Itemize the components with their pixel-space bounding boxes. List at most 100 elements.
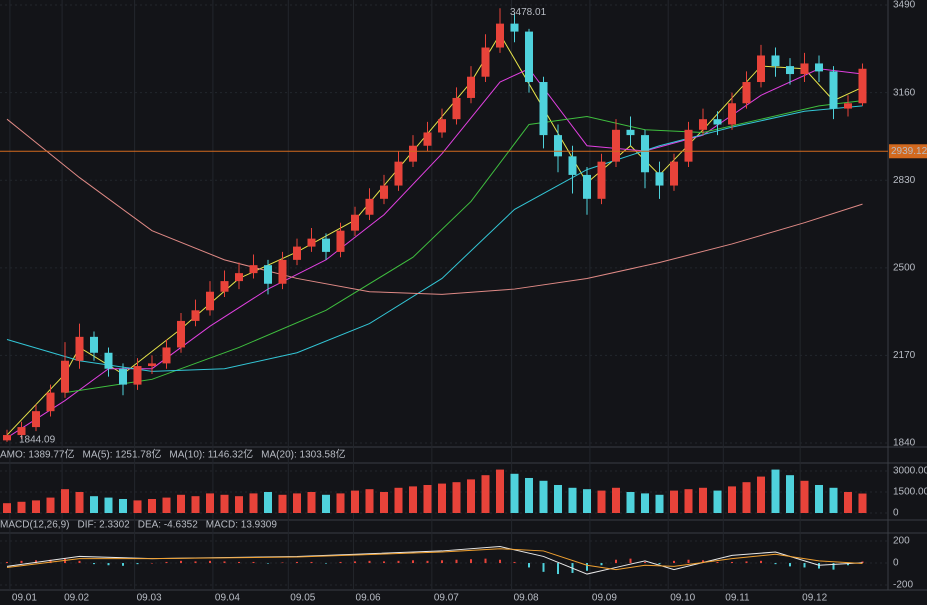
bar <box>470 559 472 564</box>
x-tick-label: 09.12 <box>802 593 827 604</box>
x-tick-label: 09.04 <box>215 593 240 604</box>
bar <box>818 563 820 569</box>
y-tick-label: 3000.00亿 <box>893 464 927 477</box>
bar <box>670 490 678 513</box>
bar <box>365 489 374 513</box>
candle-body <box>597 161 606 199</box>
candle-body <box>206 291 214 311</box>
bar <box>626 491 635 513</box>
bar <box>165 561 168 564</box>
bar <box>641 493 649 513</box>
bar <box>35 560 37 564</box>
candle-body <box>786 66 794 75</box>
candle-body <box>177 320 185 348</box>
bar <box>104 497 113 513</box>
candle-body <box>438 119 446 133</box>
bar <box>847 563 849 566</box>
y-tick-label: 200 <box>893 536 910 547</box>
bar <box>684 489 693 513</box>
bar <box>528 563 530 568</box>
legend-entry: AMO: 1389.77亿 <box>0 448 74 461</box>
bar <box>629 558 632 564</box>
bar <box>757 476 765 513</box>
candle-body <box>525 31 533 83</box>
bar <box>858 493 867 513</box>
bar <box>658 563 661 565</box>
bar <box>46 497 55 513</box>
bar <box>484 558 487 564</box>
bar <box>322 494 330 513</box>
bar <box>742 482 751 513</box>
bar <box>426 560 429 564</box>
candle-body <box>626 129 635 136</box>
bar <box>354 561 356 564</box>
y-tick-label: 0 <box>893 508 899 519</box>
candle-body <box>336 230 345 252</box>
bar <box>774 563 777 565</box>
bar <box>554 484 562 513</box>
bar <box>397 560 400 564</box>
bar <box>803 563 806 568</box>
price-tag <box>889 144 927 159</box>
candle-body <box>162 347 171 364</box>
y-tick-label: 1500.00亿 <box>893 485 927 498</box>
bar <box>789 563 791 567</box>
bar <box>673 560 675 564</box>
bar <box>380 491 388 513</box>
candle-body <box>757 55 765 83</box>
bar <box>699 487 707 513</box>
candle-body <box>322 238 330 252</box>
candle-body <box>815 63 823 72</box>
bar <box>177 494 185 513</box>
candle-body <box>728 103 736 125</box>
bar <box>499 559 501 564</box>
bar <box>281 562 284 564</box>
bar <box>728 486 736 513</box>
candle-body <box>554 135 562 157</box>
legend-entry: MA(10): 1146.32亿 <box>169 448 253 461</box>
bar <box>481 475 490 513</box>
bar <box>162 497 171 513</box>
bar <box>17 501 26 513</box>
candle-body <box>800 63 809 75</box>
bar <box>90 496 98 513</box>
bar <box>119 498 127 513</box>
bar <box>383 561 385 564</box>
candle-body <box>380 185 388 199</box>
bar <box>310 561 313 564</box>
candle-body <box>365 198 374 215</box>
bar <box>351 490 359 513</box>
bar <box>307 491 316 513</box>
candle-body <box>264 265 272 284</box>
bar <box>32 500 40 513</box>
bar <box>786 475 794 513</box>
candle-body <box>3 435 11 441</box>
indicator-line <box>6 548 863 571</box>
candle-body <box>496 23 504 48</box>
candle-body <box>351 214 359 231</box>
bar <box>525 477 533 513</box>
bar <box>438 483 446 513</box>
candle-body <box>829 71 838 109</box>
bar <box>151 563 153 564</box>
candle-body <box>61 360 69 393</box>
x-tick-label: 09.02 <box>64 593 89 604</box>
bar <box>731 561 733 564</box>
bar <box>368 560 371 564</box>
candle-body <box>467 76 475 98</box>
bar <box>844 491 852 513</box>
bar <box>75 491 84 513</box>
candle-body <box>119 368 127 385</box>
candle-body <box>409 145 417 162</box>
bar <box>557 563 559 575</box>
candle-body <box>394 161 403 186</box>
bar <box>600 563 603 566</box>
bar <box>702 560 704 564</box>
candle-body <box>713 119 722 125</box>
y-tick-label: -200 <box>893 580 913 591</box>
indicator-line <box>6 546 863 575</box>
bar <box>542 563 545 572</box>
y-tick-label: 2830 <box>893 175 916 186</box>
y-tick-label: 3160 <box>893 87 916 98</box>
